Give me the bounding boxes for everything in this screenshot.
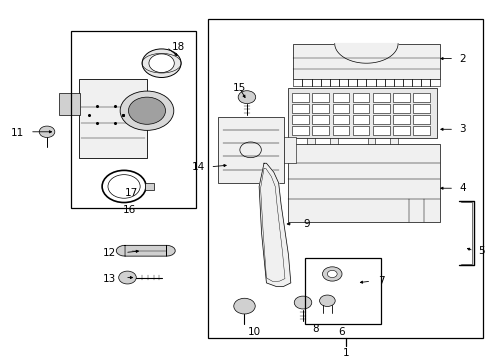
Circle shape: [327, 270, 336, 278]
Bar: [312, 93, 328, 102]
Text: 17: 17: [125, 188, 138, 198]
Circle shape: [142, 49, 181, 77]
Bar: [312, 104, 328, 113]
Text: 3: 3: [458, 124, 465, 134]
Bar: [306, 138, 314, 144]
Circle shape: [149, 54, 174, 72]
Text: 16: 16: [123, 205, 136, 215]
Bar: [392, 104, 409, 113]
Bar: [352, 93, 369, 102]
Text: 11: 11: [10, 128, 23, 138]
Bar: [352, 104, 369, 113]
Bar: [413, 115, 429, 124]
Bar: [413, 93, 429, 102]
Polygon shape: [334, 44, 397, 63]
Text: 4: 4: [458, 183, 465, 193]
Circle shape: [294, 296, 311, 309]
Circle shape: [319, 295, 334, 306]
Bar: [312, 115, 328, 124]
Bar: [392, 126, 409, 135]
Text: 13: 13: [103, 274, 116, 284]
Bar: [372, 104, 389, 113]
Bar: [413, 104, 429, 113]
Bar: [217, 117, 283, 183]
Text: 10: 10: [247, 327, 260, 337]
Text: 12: 12: [103, 248, 116, 257]
Bar: [283, 136, 295, 163]
Bar: [71, 31, 195, 208]
Bar: [332, 104, 348, 113]
Circle shape: [120, 91, 173, 130]
Text: 6: 6: [338, 327, 345, 337]
Bar: [352, 115, 369, 124]
Bar: [389, 138, 397, 144]
Text: 1: 1: [342, 348, 348, 358]
Bar: [332, 93, 348, 102]
Bar: [288, 144, 439, 222]
Bar: [372, 93, 389, 102]
Bar: [292, 126, 308, 135]
Bar: [332, 126, 348, 135]
Text: 2: 2: [458, 54, 465, 64]
Bar: [288, 88, 436, 138]
Bar: [332, 115, 348, 124]
Text: 9: 9: [303, 219, 309, 229]
Bar: [59, 93, 80, 114]
Bar: [372, 115, 389, 124]
Bar: [292, 104, 308, 113]
Bar: [329, 138, 337, 144]
Polygon shape: [259, 163, 290, 287]
Bar: [144, 183, 154, 190]
Bar: [392, 93, 409, 102]
Circle shape: [322, 267, 341, 281]
Bar: [372, 126, 389, 135]
Bar: [292, 93, 308, 102]
Text: 14: 14: [192, 162, 205, 172]
Circle shape: [238, 91, 255, 104]
Bar: [292, 115, 308, 124]
Text: 5: 5: [478, 246, 484, 256]
Circle shape: [233, 298, 255, 314]
Bar: [352, 126, 369, 135]
Text: 8: 8: [311, 324, 318, 334]
Bar: [305, 258, 380, 324]
Text: 7: 7: [378, 276, 385, 286]
Bar: [207, 19, 483, 338]
Polygon shape: [116, 246, 175, 256]
Circle shape: [39, 126, 55, 138]
Bar: [79, 79, 147, 158]
Bar: [367, 138, 375, 144]
Text: 18: 18: [171, 42, 184, 52]
Circle shape: [128, 97, 165, 124]
Circle shape: [119, 271, 136, 284]
Bar: [293, 44, 439, 79]
Bar: [392, 115, 409, 124]
Text: 15: 15: [232, 83, 246, 93]
Bar: [312, 126, 328, 135]
Bar: [413, 126, 429, 135]
